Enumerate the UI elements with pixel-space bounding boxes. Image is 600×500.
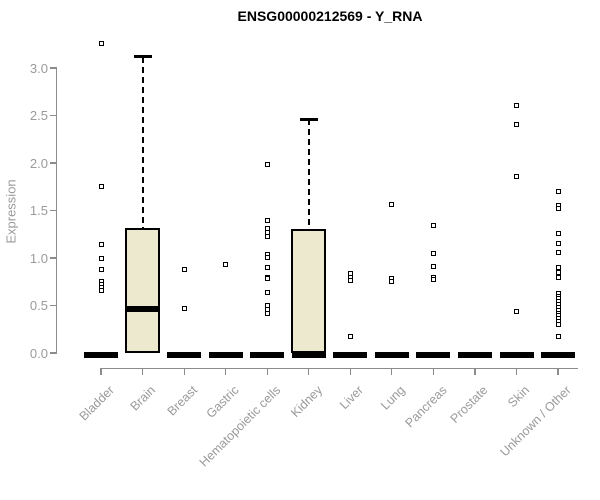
outlier-point — [555, 189, 561, 194]
x-category-label: Kidney — [287, 383, 325, 420]
y-tick — [50, 257, 57, 259]
outlier-point — [264, 162, 270, 168]
whisker-cap — [133, 55, 152, 59]
box — [291, 228, 327, 353]
outlier-point — [98, 266, 104, 272]
y-tick-label: 1.0 — [29, 250, 48, 266]
x-axis-line — [100, 368, 578, 370]
outlier-point — [514, 121, 519, 127]
x-category-label: Hematopoietic cells — [196, 383, 284, 470]
y-tick — [50, 67, 57, 69]
outlier-point — [264, 265, 270, 270]
outlier-point — [98, 287, 104, 293]
y-tick-label: 3.0 — [29, 60, 48, 76]
outlier-point — [98, 184, 104, 190]
median-line — [291, 352, 326, 358]
zero-bar — [374, 352, 409, 358]
outlier-point — [555, 265, 561, 270]
zero-bar — [208, 352, 243, 358]
median-line — [125, 306, 160, 313]
x-category-label: Prostate — [448, 383, 491, 426]
outlier-point — [514, 102, 519, 108]
x-tick — [183, 368, 185, 375]
x-category-label: Breast — [164, 383, 201, 419]
outlier-point — [98, 256, 104, 262]
outlier-point — [264, 310, 270, 316]
zero-bar — [250, 352, 285, 358]
x-tick — [515, 368, 518, 375]
x-category-label: Liver — [337, 383, 367, 413]
zero-bar — [541, 352, 576, 358]
y-tick-label: 2.0 — [29, 155, 48, 171]
outlier-point — [555, 206, 561, 212]
outlier-point — [514, 173, 519, 179]
y-tick-label: 0.0 — [29, 345, 48, 361]
box — [125, 227, 161, 353]
outlier-point — [389, 279, 395, 285]
x-category-label: Skin — [505, 383, 533, 411]
x-tick — [266, 368, 268, 375]
outlier-point — [98, 40, 104, 46]
x-tick — [141, 368, 144, 375]
zero-bar — [84, 352, 118, 358]
outlier-point — [181, 305, 187, 311]
zero-bar — [333, 352, 368, 358]
whisker-cap — [299, 117, 318, 121]
outlier-point — [555, 230, 561, 236]
outlier-point — [347, 278, 353, 284]
x-category-label: Lung — [378, 383, 408, 413]
outlier-point — [389, 202, 395, 208]
outlier-point — [430, 250, 436, 256]
outlier-point — [264, 276, 270, 282]
outlier-point — [347, 334, 353, 340]
outlier-point — [264, 218, 270, 224]
x-tick — [100, 368, 102, 375]
zero-bar — [167, 352, 202, 358]
zero-bar — [457, 352, 492, 358]
outlier-point — [555, 241, 561, 247]
y-tick — [50, 162, 57, 164]
x-tick — [391, 368, 393, 375]
x-category-label: Brain — [127, 383, 159, 414]
x-tick — [308, 368, 310, 375]
y-tick-label: 2.5 — [29, 108, 48, 123]
outlier-point — [223, 262, 229, 268]
outlier-point — [430, 277, 436, 283]
outlier-point — [555, 334, 561, 340]
chart-title: ENSG00000212569 - Y_RNA — [237, 8, 423, 24]
x-tick — [349, 368, 351, 375]
outlier-point — [181, 266, 187, 272]
x-tick — [225, 368, 227, 375]
outlier-point — [430, 264, 436, 270]
x-tick — [474, 368, 476, 375]
outlier-point — [555, 269, 561, 275]
outlier-point — [555, 274, 561, 280]
y-tick — [50, 352, 57, 354]
y-tick-label: 0.5 — [29, 298, 48, 313]
x-category-label: Bladder — [76, 383, 117, 424]
zero-bar — [499, 352, 534, 358]
outlier-point — [98, 242, 104, 248]
outlier-point — [514, 308, 519, 314]
outlier-point — [555, 322, 561, 327]
x-category-label: Gastric — [203, 383, 242, 421]
outlier-point — [430, 223, 436, 229]
whisker — [307, 119, 310, 229]
y-tick — [50, 304, 57, 307]
y-tick-label: 1.5 — [29, 203, 48, 218]
x-category-label: Pancreas — [402, 383, 450, 431]
y-tick — [50, 114, 57, 117]
outlier-point — [264, 233, 270, 239]
outlier-point — [555, 249, 561, 255]
whisker — [141, 56, 144, 228]
outlier-point — [264, 254, 270, 260]
zero-bar — [416, 352, 451, 358]
y-tick — [50, 209, 57, 212]
x-tick — [557, 368, 559, 375]
x-tick — [432, 368, 434, 375]
outlier-point — [264, 289, 270, 295]
